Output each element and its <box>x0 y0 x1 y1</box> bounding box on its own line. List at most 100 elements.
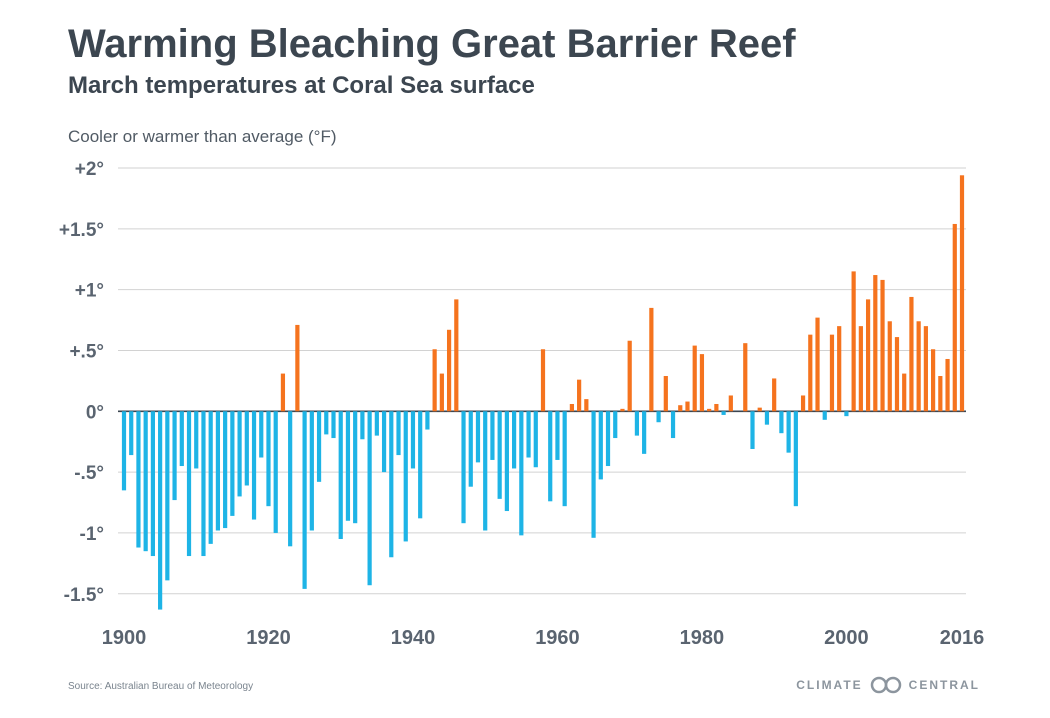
bar-1923 <box>288 411 293 547</box>
bar-2004 <box>873 275 878 412</box>
y-tick-label: +1.5° <box>59 220 104 241</box>
bar-1975 <box>663 376 668 412</box>
bar-2009 <box>909 296 914 412</box>
bar-1932 <box>353 411 358 524</box>
bar-1906 <box>165 411 170 581</box>
x-tick-label: 1980 <box>680 627 725 649</box>
bar-1965 <box>591 411 596 538</box>
bar-1988 <box>757 407 762 412</box>
bar-1910 <box>194 411 199 469</box>
bar-1977 <box>678 405 683 412</box>
bar-1959 <box>548 411 553 502</box>
y-tick-label: +2° <box>75 159 104 180</box>
bar-2013 <box>938 376 943 412</box>
bar-1939 <box>403 411 408 542</box>
bar-1997 <box>822 411 827 420</box>
bar-1924 <box>295 324 300 412</box>
bar-1996 <box>815 317 820 412</box>
bar-1984 <box>728 395 733 412</box>
bar-1900 <box>121 411 127 491</box>
bar-1980 <box>699 354 705 412</box>
bar-1930 <box>338 411 343 540</box>
bar-1970 <box>627 340 632 412</box>
y-tick-labels: +2° +1.5° +1° +.5° 0° -.5° -1° -1.5° <box>59 159 104 606</box>
bar-1957 <box>533 411 538 468</box>
bar-1986 <box>743 343 748 412</box>
bar-1911 <box>201 411 206 557</box>
bar-1944 <box>439 373 444 412</box>
bar-1978 <box>685 401 690 412</box>
x-tick-label: 1900 <box>102 627 147 649</box>
bar-1929 <box>331 411 336 439</box>
bar-2007 <box>894 337 900 412</box>
bar-1920 <box>266 411 271 507</box>
x-tick-label: 1920 <box>246 627 291 649</box>
bar-1993 <box>793 411 798 507</box>
climate-central-logo-icon <box>870 676 901 694</box>
bar-1902 <box>136 411 141 548</box>
bar-2010 <box>916 321 921 412</box>
bar-1903 <box>143 411 148 552</box>
bar-1933 <box>360 411 365 440</box>
bar-1934 <box>367 411 372 586</box>
bar-1948 <box>468 411 473 487</box>
bar-1983 <box>721 411 726 415</box>
bar-1943 <box>432 349 437 412</box>
bar-1942 <box>425 411 430 430</box>
bar-1976 <box>670 411 676 439</box>
bar-1987 <box>750 411 755 449</box>
bar-2002 <box>858 326 863 412</box>
bar-1915 <box>230 411 235 516</box>
bar-1979 <box>692 345 697 412</box>
bar-1951 <box>490 411 495 460</box>
bar-1928 <box>324 411 329 435</box>
bar-1949 <box>475 411 481 463</box>
y-tick-label: 0° <box>86 402 104 423</box>
bar-1936 <box>381 411 387 473</box>
brand-name-left: CLIMATE <box>796 678 863 692</box>
source-note: Source: Australian Bureau of Meteorology <box>68 681 254 692</box>
bar-1953 <box>504 411 509 512</box>
bar-1995 <box>808 334 813 412</box>
chart-subtitle: March temperatures at Coral Sea surface <box>68 72 535 99</box>
bar-1938 <box>396 411 401 456</box>
bar-1982 <box>714 403 719 412</box>
bar-1974 <box>656 411 661 423</box>
y-tick-label: +.5° <box>69 341 104 362</box>
bar-1901 <box>129 411 134 456</box>
bar-1907 <box>172 411 177 501</box>
bar-1912 <box>208 411 213 544</box>
bar-1958 <box>540 349 546 412</box>
bar-2011 <box>923 326 928 412</box>
bar-1954 <box>512 411 517 469</box>
bar-1914 <box>223 411 228 529</box>
bar-1905 <box>158 411 163 610</box>
bar-1926 <box>309 411 314 531</box>
bar-1909 <box>186 411 192 557</box>
bar-1931 <box>345 411 351 521</box>
bar-2014 <box>945 358 950 412</box>
bar-1940 <box>410 411 416 469</box>
bar-1960 <box>555 411 560 460</box>
bar-1945 <box>446 329 452 412</box>
bar-2016 <box>959 175 965 412</box>
bar-1969 <box>620 408 625 412</box>
bar-1989 <box>764 411 770 425</box>
bar-1981 <box>707 408 712 412</box>
x-tick-label: 1940 <box>391 627 436 649</box>
bar-1962 <box>569 403 574 412</box>
bar-2012 <box>931 349 936 412</box>
bar-1968 <box>613 411 618 439</box>
x-tick-label: 2016 <box>940 627 985 649</box>
bar-2005 <box>880 279 885 412</box>
bar-1908 <box>179 411 184 467</box>
bar-1971 <box>634 411 640 436</box>
bar-1994 <box>800 395 806 412</box>
bar-2003 <box>865 299 871 412</box>
bar-1927 <box>316 411 322 482</box>
y-tick-label: +1° <box>75 281 104 302</box>
bar-1990 <box>772 378 777 412</box>
bar-1950 <box>483 411 488 531</box>
bar-1961 <box>562 411 567 507</box>
